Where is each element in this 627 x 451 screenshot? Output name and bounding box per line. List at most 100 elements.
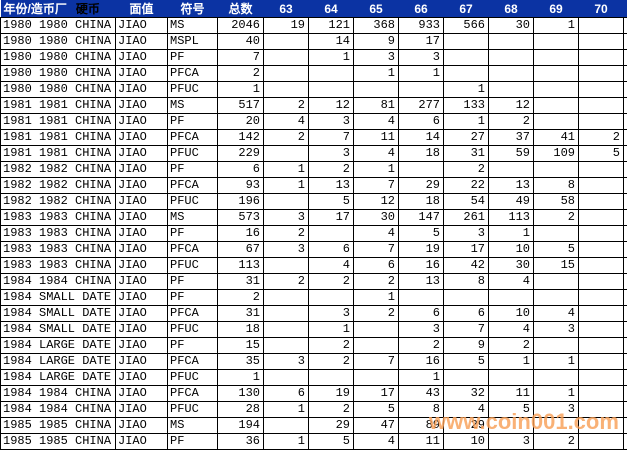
- cell-denomination: JIAO: [115, 65, 168, 82]
- cell-grade-66: 17: [398, 33, 444, 50]
- cell-filler: [623, 401, 627, 418]
- cell-grade-67: 2: [443, 161, 489, 178]
- cell-grade-68: [488, 65, 534, 82]
- cell-year-mint: 1983 1983 CHINA: [0, 225, 116, 242]
- cell-grade-68: 12: [488, 97, 534, 114]
- cell-grade-65: 7: [353, 353, 399, 370]
- cell-denomination: JIAO: [115, 145, 168, 162]
- cell-symbol: PFCA: [167, 65, 218, 82]
- cell-symbol: MS: [167, 17, 218, 34]
- cell-denomination: JIAO: [115, 417, 168, 434]
- cell-total: 18: [217, 321, 264, 338]
- cell-symbol: PFCA: [167, 177, 218, 194]
- cell-total: 2: [217, 289, 264, 306]
- cell-year-mint: 1985 1985 CHINA: [0, 433, 116, 450]
- cell-symbol: PF: [167, 289, 218, 306]
- cell-denomination: JIAO: [115, 401, 168, 418]
- cell-total: 15: [217, 337, 264, 354]
- cell-grade-67: 31: [443, 145, 489, 162]
- cell-symbol: PFCA: [167, 385, 218, 402]
- cell-grade-68: [488, 161, 534, 178]
- cell-year-mint: 1984 LARGE DATE: [0, 353, 116, 370]
- table-row: 1980 1980 CHINA JIAO MSPL 40 14 9 17: [0, 33, 627, 50]
- cell-grade-63: 2: [263, 273, 309, 290]
- cell-grade-66: [398, 81, 444, 98]
- cell-grade-64: [308, 369, 354, 386]
- cell-grade-66: 89: [398, 417, 444, 434]
- cell-grade-68: 1: [488, 353, 534, 370]
- cell-grade-68: [488, 33, 534, 50]
- cell-grade-68: [488, 369, 534, 386]
- table-row: 1982 1982 CHINA JIAO PFUC 196 5 12 18 54 49 58: [0, 193, 627, 210]
- cell-grade-67: 1: [443, 81, 489, 98]
- cell-filler: [623, 417, 627, 434]
- cell-total: 1: [217, 369, 264, 386]
- cell-symbol: PFCA: [167, 353, 218, 370]
- cell-total: 31: [217, 305, 264, 322]
- cell-grade-70: [578, 65, 624, 82]
- cell-grade-68: 30: [488, 17, 534, 34]
- table-row: 1980 1980 CHINA JIAO MS 2046 19 121 368 933 566 3…: [0, 17, 627, 34]
- cell-grade-64: 2: [308, 273, 354, 290]
- cell-grade-65: 7: [353, 241, 399, 258]
- cell-grade-63: 4: [263, 113, 309, 130]
- cell-grade-70: [578, 305, 624, 322]
- header-filler: [623, 0, 627, 18]
- cell-grade-65: 5: [353, 401, 399, 418]
- cell-year-mint: 1984 1984 CHINA: [0, 273, 116, 290]
- cell-grade-63: [263, 337, 309, 354]
- cell-grade-70: [578, 209, 624, 226]
- cell-grade-66: 147: [398, 209, 444, 226]
- cell-grade-63: 3: [263, 353, 309, 370]
- cell-grade-69: 2: [533, 433, 579, 450]
- table-row: 1981 1981 CHINA JIAO PFUC 229 3 4 18 31 59 109 5: [0, 145, 627, 162]
- cell-grade-65: 30: [353, 209, 399, 226]
- cell-grade-64: 3: [308, 145, 354, 162]
- cell-denomination: JIAO: [115, 225, 168, 242]
- cell-grade-65: 17: [353, 385, 399, 402]
- cell-year-mint: 1984 LARGE DATE: [0, 369, 116, 386]
- table-row: 1980 1980 CHINA JIAO PFUC 1 1: [0, 81, 627, 98]
- cell-symbol: PFCA: [167, 241, 218, 258]
- cell-grade-66: 18: [398, 145, 444, 162]
- cell-grade-67: 1: [443, 113, 489, 130]
- cell-grade-65: [353, 337, 399, 354]
- cell-grade-64: 1: [308, 321, 354, 338]
- cell-grade-64: 2: [308, 353, 354, 370]
- cell-denomination: JIAO: [115, 273, 168, 290]
- cell-year-mint: 1984 SMALL DATE: [0, 305, 116, 322]
- cell-denomination: JIAO: [115, 161, 168, 178]
- cell-grade-66: 6: [398, 305, 444, 322]
- cell-denomination: JIAO: [115, 321, 168, 338]
- cell-grade-64: [308, 65, 354, 82]
- cell-grade-63: [263, 417, 309, 434]
- cell-grade-65: 2: [353, 305, 399, 322]
- cell-symbol: MS: [167, 417, 218, 434]
- cell-filler: [623, 337, 627, 354]
- cell-symbol: PFUC: [167, 193, 218, 210]
- cell-grade-68: [488, 49, 534, 66]
- cell-grade-68: 2: [488, 337, 534, 354]
- cell-grade-70: [578, 369, 624, 386]
- cell-grade-66: 16: [398, 257, 444, 274]
- cell-grade-70: [578, 97, 624, 114]
- cell-total: 2: [217, 65, 264, 82]
- cell-denomination: JIAO: [115, 17, 168, 34]
- cell-grade-67: 22: [443, 177, 489, 194]
- cell-year-mint: 1982 1982 CHINA: [0, 193, 116, 210]
- cell-grade-64: 2: [308, 337, 354, 354]
- header-grade-64: 64: [308, 0, 354, 18]
- header-year-mint: 年份/造币厂 硬币: [0, 0, 116, 18]
- cell-year-mint: 1982 1982 CHINA: [0, 161, 116, 178]
- cell-grade-68: 2: [488, 113, 534, 130]
- cell-grade-69: [533, 97, 579, 114]
- cell-grade-64: 12: [308, 97, 354, 114]
- cell-grade-64: [308, 81, 354, 98]
- cell-year-mint: 1984 SMALL DATE: [0, 321, 116, 338]
- cell-grade-70: [578, 113, 624, 130]
- table-row: 1984 LARGE DATE JIAO PFCA 35 3 2 7 16 5 1 1: [0, 353, 627, 370]
- cell-total: 194: [217, 417, 264, 434]
- cell-grade-69: 109: [533, 145, 579, 162]
- cell-total: 28: [217, 401, 264, 418]
